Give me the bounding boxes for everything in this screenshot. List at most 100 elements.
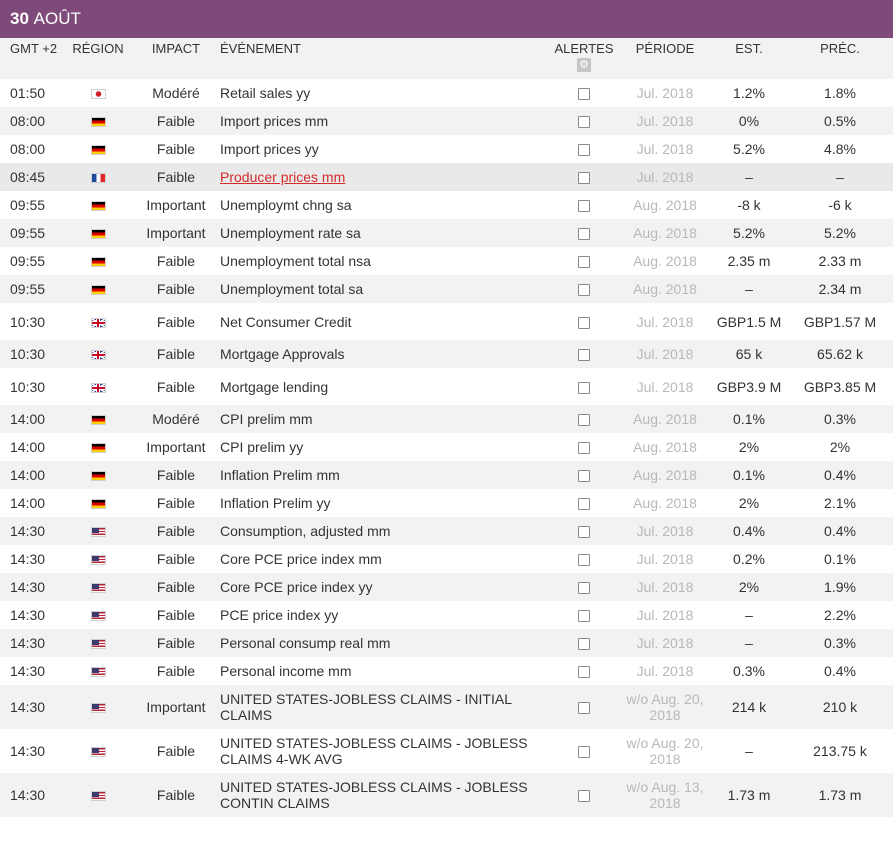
- alert-cell: [549, 729, 619, 773]
- col-header-event[interactable]: ÉVÉNEMENT: [214, 38, 549, 79]
- alert-checkbox[interactable]: [578, 228, 590, 241]
- table-row[interactable]: 14:30 Faible UNITED STATES-JOBLESS CLAIMS …: [0, 773, 893, 817]
- region-cell: [58, 685, 138, 729]
- event-name-cell: Core PCE price index mm: [214, 545, 549, 573]
- flag-jp-icon: [90, 89, 106, 100]
- table-row[interactable]: 14:00 Faible Inflation Prelim yy Aug. 2018 2…: [0, 489, 893, 517]
- alert-cell: [549, 657, 619, 685]
- table-row[interactable]: 14:30 Faible UNITED STATES-JOBLESS CLAIMS …: [0, 729, 893, 773]
- alert-checkbox[interactable]: [578, 526, 590, 539]
- table-row[interactable]: 14:30 Faible PCE price index yy Jul. 2018 – 2…: [0, 601, 893, 629]
- table-row[interactable]: 14:30 Important UNITED STATES-JOBLESS CLAI…: [0, 685, 893, 729]
- alert-checkbox[interactable]: [578, 442, 590, 455]
- event-impact: Faible: [156, 141, 196, 157]
- alert-cell: [549, 629, 619, 657]
- event-previous: 0.1%: [824, 551, 856, 567]
- event-name-cell: Unemployment total nsa: [214, 247, 549, 275]
- alert-checkbox[interactable]: [578, 666, 590, 679]
- day-header: 30 AOÛT: [0, 0, 893, 38]
- event-impact: Important: [146, 439, 206, 455]
- alert-checkbox[interactable]: [578, 554, 590, 567]
- table-row[interactable]: 09:55 Important Unemployment rate sa Aug. 2…: [0, 219, 893, 247]
- col-header-prec[interactable]: PRÉC.: [787, 38, 893, 79]
- table-row[interactable]: 09:55 Faible Unemployment total nsa Aug. 20…: [0, 247, 893, 275]
- event-period: Aug. 2018: [633, 253, 697, 269]
- col-header-impact[interactable]: IMPACT: [138, 38, 214, 79]
- table-row[interactable]: 14:00 Faible Inflation Prelim mm Aug. 2018 0…: [0, 461, 893, 489]
- alert-checkbox[interactable]: [578, 702, 590, 715]
- alert-checkbox[interactable]: [578, 414, 590, 427]
- alert-cell: [549, 601, 619, 629]
- event-name-cell: PCE price index yy: [214, 601, 549, 629]
- col-header-period[interactable]: PÉRIODE: [619, 38, 711, 79]
- event-period: Jul. 2018: [636, 141, 694, 157]
- table-row[interactable]: 14:30 Faible Personal income mm Jul. 2018 0.…: [0, 657, 893, 685]
- alert-checkbox[interactable]: [578, 610, 590, 623]
- table-row[interactable]: 14:30 Faible Core PCE price index yy Jul. 2…: [0, 573, 893, 601]
- event-name: Import prices mm: [220, 113, 329, 129]
- table-row[interactable]: 09:55 Faible Unemployment total sa Aug. 201…: [0, 275, 893, 303]
- alert-cell: [549, 191, 619, 219]
- table-row[interactable]: 14:30 Faible Personal consump real mm Jul. …: [0, 629, 893, 657]
- event-name-cell: Consumption, adjusted mm: [214, 517, 549, 545]
- region-cell: [58, 461, 138, 489]
- alert-checkbox[interactable]: [578, 498, 590, 511]
- table-row[interactable]: 10:30 Faible Mortgage Approvals Jul. 2018 65…: [0, 340, 893, 368]
- event-period: Jul. 2018: [636, 551, 694, 567]
- alert-checkbox[interactable]: [578, 790, 590, 803]
- table-row[interactable]: 14:30 Faible Consumption, adjusted mm Jul. …: [0, 517, 893, 545]
- event-time: 14:30: [0, 573, 58, 601]
- flag-us-icon: [90, 639, 106, 650]
- event-estimate: 2%: [738, 439, 760, 455]
- col-header-time[interactable]: GMT +2: [0, 38, 58, 79]
- alert-cell: [549, 405, 619, 433]
- alert-checkbox[interactable]: [578, 470, 590, 483]
- alert-checkbox[interactable]: [578, 638, 590, 651]
- flag-de-icon: [90, 117, 106, 128]
- event-name-cell: Mortgage lending: [214, 368, 549, 405]
- table-row[interactable]: 08:45 Faible Producer prices mm Jul. 2018– –: [0, 163, 893, 191]
- alert-checkbox[interactable]: [578, 256, 590, 269]
- event-name-cell: UNITED STATES-JOBLESS CLAIMS - JOBLESS C…: [214, 729, 549, 773]
- col-header-est[interactable]: EST.: [711, 38, 787, 79]
- alert-checkbox[interactable]: [578, 316, 590, 329]
- table-row[interactable]: 10:30 Faible Net Consumer Credit Jul. 2018 G…: [0, 303, 893, 340]
- event-name-cell: UNITED STATES-JOBLESS CLAIMS - INITIAL C…: [214, 685, 549, 729]
- flag-de-icon: [90, 145, 106, 156]
- alert-checkbox[interactable]: [578, 381, 590, 394]
- alert-checkbox[interactable]: [578, 116, 590, 129]
- event-time: 14:30: [0, 517, 58, 545]
- alert-checkbox[interactable]: [578, 284, 590, 297]
- event-period: Jul. 2018: [636, 663, 694, 679]
- alert-checkbox[interactable]: [578, 746, 590, 759]
- event-period: Jul. 2018: [636, 378, 694, 395]
- event-previous: 2.33 m: [818, 253, 862, 269]
- alert-checkbox[interactable]: [578, 172, 590, 185]
- alert-checkbox[interactable]: [578, 200, 590, 213]
- event-time: 14:00: [0, 405, 58, 433]
- alert-checkbox[interactable]: [578, 144, 590, 157]
- alert-checkbox[interactable]: [578, 582, 590, 595]
- alert-cell: [549, 433, 619, 461]
- table-row[interactable]: 01:50 Modéré Retail sales yy Jul. 2018 1.2% 1…: [0, 79, 893, 107]
- alert-checkbox[interactable]: [578, 349, 590, 362]
- table-row[interactable]: 14:30 Faible Core PCE price index mm Jul. 2…: [0, 545, 893, 573]
- col-header-alerts-label: ALERTES: [554, 41, 614, 56]
- gear-icon[interactable]: ⚙: [577, 58, 591, 72]
- flag-de-icon: [90, 229, 106, 240]
- table-row[interactable]: 14:00 Modéré CPI prelim mm Aug. 2018 0.1% 0.3…: [0, 405, 893, 433]
- col-header-region[interactable]: RÉGION: [58, 38, 138, 79]
- event-impact: Faible: [156, 663, 196, 679]
- table-row[interactable]: 08:00 Faible Import prices yy Jul. 2018 5.2%…: [0, 135, 893, 163]
- event-impact: Faible: [138, 573, 214, 601]
- table-row[interactable]: 14:00 Important CPI prelim yy Aug. 2018 2% 2%: [0, 433, 893, 461]
- alert-checkbox[interactable]: [578, 88, 590, 101]
- event-previous: 0.3%: [787, 405, 893, 433]
- event-estimate: 214 k: [711, 685, 787, 729]
- table-row[interactable]: 08:00 Faible Import prices mm Jul. 2018 0% 0.…: [0, 107, 893, 135]
- table-row[interactable]: 09:55 Important Unemploymt chng sa Aug. 201…: [0, 191, 893, 219]
- event-name[interactable]: Producer prices mm: [220, 169, 346, 185]
- flag-de-icon: [90, 499, 106, 510]
- table-row[interactable]: 10:30 Faible Mortgage lending Jul. 2018 GBP3…: [0, 368, 893, 405]
- event-time: 09:55: [0, 219, 58, 247]
